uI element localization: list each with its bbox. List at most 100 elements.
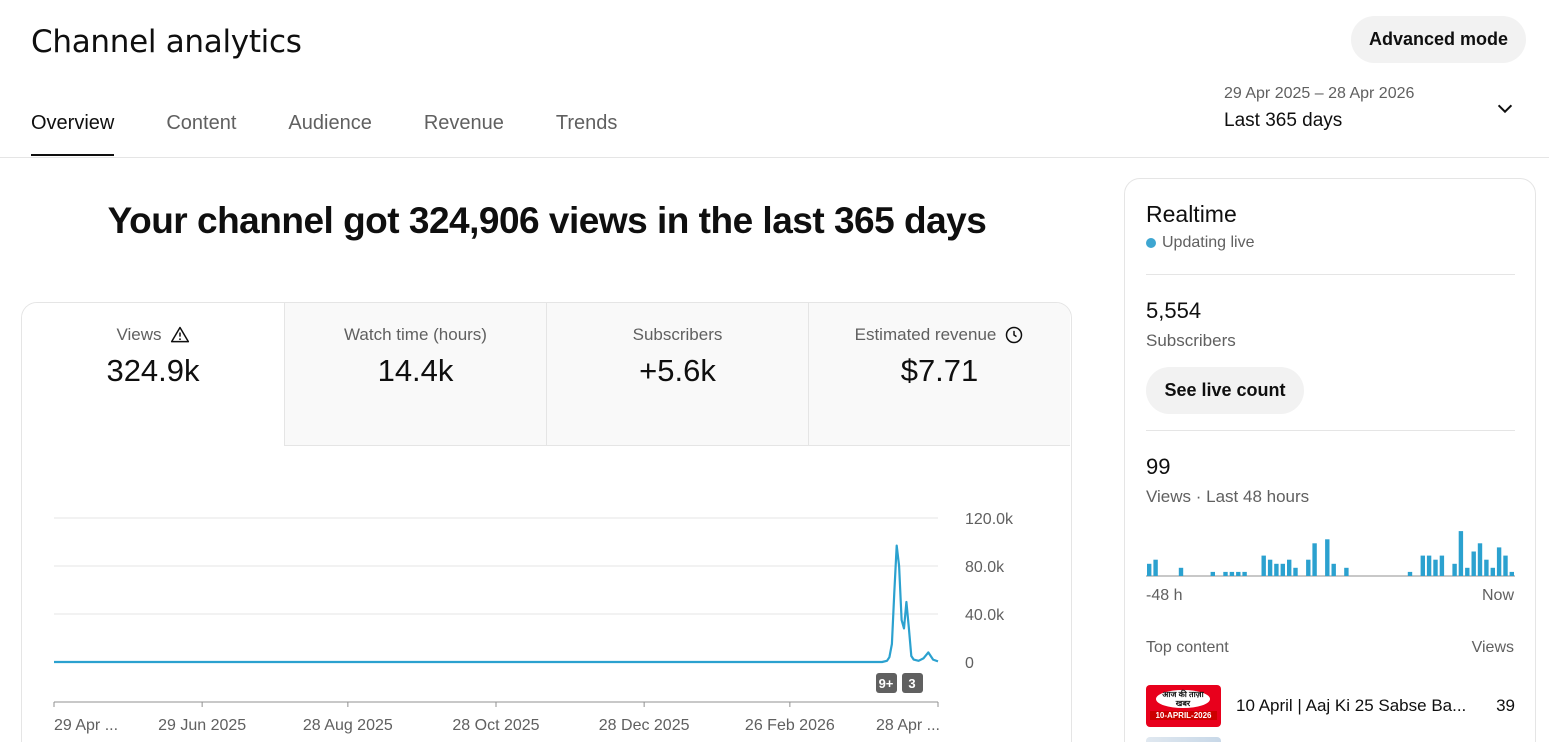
y-tick-label: 40.0k	[965, 607, 1005, 624]
x-tick-label: 26 Feb 2026	[745, 717, 835, 734]
metric-label: Estimated revenue	[854, 325, 997, 344]
mini-axis-end: Now	[1481, 587, 1514, 604]
hourly-views-bar	[1433, 559, 1438, 576]
marker-label: 9+	[879, 676, 894, 691]
x-tick-label: 28 Dec 2025	[599, 717, 690, 734]
tab-content[interactable]: Content	[166, 112, 237, 134]
hourly-views-bar	[1344, 567, 1349, 576]
hourly-views-bar	[1477, 543, 1483, 576]
metric-watch-time[interactable]: Watch time (hours) 14.4k	[284, 303, 546, 446]
hourly-views-bar	[1280, 563, 1285, 577]
hourly-views-bar	[1458, 531, 1464, 576]
tab-trends[interactable]: Trends	[555, 112, 618, 134]
realtime-subscribers-label: Subscribers	[1146, 331, 1236, 350]
top-content-title: 10 April | Aaj Ki 25 Sabse Ba...	[1236, 696, 1467, 715]
realtime-status: Updating live	[1162, 234, 1255, 251]
metric-label: Views	[116, 325, 162, 344]
top-content-views-heading: Views	[1471, 639, 1514, 656]
hourly-views-bar	[1223, 571, 1228, 576]
metric-views[interactable]: Views 324.9k	[22, 303, 284, 446]
views-series-line	[54, 544, 939, 664]
clock-icon	[1006, 326, 1023, 344]
realtime-title: Realtime	[1146, 201, 1237, 227]
metric-revenue[interactable]: Estimated revenue $7.71	[808, 303, 1070, 446]
hourly-views-bar	[1426, 555, 1432, 576]
metric-value: $7.71	[900, 353, 979, 388]
realtime-views-value: 99	[1146, 454, 1171, 479]
hourly-views-bar	[1229, 571, 1235, 576]
metric-value: 14.4k	[377, 353, 454, 388]
hourly-views-bar	[1147, 563, 1152, 577]
thumbnail-text: आज की ताज़ा	[1162, 690, 1204, 699]
tab-overview[interactable]: Overview	[31, 100, 115, 157]
video-thumbnail: आज की ताज़ा खबर 10-APRIL-2026	[1146, 685, 1221, 727]
hourly-views-bar	[1471, 551, 1476, 576]
hourly-views-bar	[1153, 559, 1158, 576]
hourly-views-bar	[1236, 571, 1241, 576]
warning-icon	[170, 326, 189, 343]
x-tick-label: 28 Apr ...	[876, 717, 940, 734]
marker-badge	[902, 673, 923, 693]
hourly-views-bar	[1509, 571, 1514, 576]
date-range-picker[interactable]: 29 Apr 2025 – 28 Apr 2026 Last 365 days	[1224, 84, 1524, 136]
hourly-views-bar	[1325, 539, 1330, 577]
see-live-count-button[interactable]: See live count	[1146, 367, 1304, 414]
metric-value: 324.9k	[106, 353, 200, 388]
hourly-views-bar	[1242, 571, 1247, 576]
marker-label: 3	[908, 676, 915, 691]
realtime-bar-chart	[1146, 531, 1515, 577]
hourly-views-bar	[1465, 567, 1470, 576]
hourly-views-bar	[1439, 555, 1445, 576]
tabs-divider	[0, 157, 1549, 158]
top-content-views: 39	[1496, 696, 1515, 715]
hourly-views-bar	[1490, 567, 1495, 576]
metric-label: Watch time (hours)	[344, 325, 487, 344]
top-content-heading: Top content	[1146, 639, 1229, 656]
chevron-down-icon	[1497, 104, 1513, 114]
metric-subscribers[interactable]: Subscribers +5.6k	[546, 303, 808, 446]
y-tick-label: 0	[965, 655, 974, 672]
hourly-views-bar	[1503, 555, 1508, 576]
publish-marker[interactable]: 3	[902, 673, 923, 693]
overview-chart-card: Views 324.9k Watch time (hours) 14.4k Su…	[21, 302, 1072, 742]
tab-revenue[interactable]: Revenue	[423, 112, 504, 134]
video-thumbnail	[1146, 737, 1221, 742]
hourly-views-bar	[1407, 571, 1413, 576]
y-tick-label: 120.0k	[965, 511, 1014, 528]
hourly-views-bar	[1210, 571, 1215, 576]
views-line-chart: 120.0k 80.0k 40.0k 0 29 Apr ... 29 Jun 2025 28…	[53, 511, 1014, 734]
y-tick-label: 80.0k	[965, 559, 1005, 576]
views-headline: Your channel got 324,906 views in the la…	[107, 200, 987, 241]
metric-label: Subscribers	[632, 325, 723, 344]
x-tick-label: 29 Jun 2025	[158, 717, 246, 734]
publish-marker[interactable]: 9+	[876, 673, 897, 693]
divider	[1146, 430, 1515, 431]
realtime-panel: Realtime Updating live 5,554 Subscribers…	[1124, 178, 1536, 742]
date-range-label: Last 365 days	[1224, 110, 1343, 131]
hourly-views-bar	[1496, 547, 1502, 576]
hourly-views-bar	[1452, 563, 1457, 577]
hourly-views-bar	[1274, 563, 1279, 577]
page-title: Channel analytics	[31, 24, 302, 60]
top-content-item[interactable]: आज की ताज़ा खबर 10-APRIL-2026 10 April | …	[1146, 684, 1515, 728]
hourly-views-bar	[1331, 563, 1336, 577]
x-tick-label: 28 Oct 2025	[452, 717, 539, 734]
thumbnail-date: 10-APRIL-2026	[1150, 711, 1217, 720]
realtime-views-label: Views · Last 48 hours	[1146, 487, 1310, 506]
x-tick-label: 29 Apr ...	[54, 717, 118, 734]
thumbnail-text: खबर	[1175, 699, 1191, 708]
hourly-views-bar	[1261, 555, 1266, 576]
hourly-views-bar	[1287, 559, 1292, 576]
advanced-mode-button[interactable]: Advanced mode	[1351, 16, 1526, 63]
hourly-views-bar	[1306, 559, 1311, 576]
tab-audience[interactable]: Audience	[288, 112, 372, 134]
realtime-subscribers-value: 5,554	[1146, 298, 1202, 323]
hourly-views-bar	[1293, 567, 1298, 576]
hourly-views-bar	[1420, 555, 1425, 576]
divider	[1146, 274, 1515, 275]
hourly-views-bar	[1312, 543, 1317, 576]
marker-badge	[876, 673, 897, 693]
metric-value: +5.6k	[639, 353, 716, 388]
x-tick-label: 28 Aug 2025	[303, 717, 393, 734]
date-range-dates: 29 Apr 2025 – 28 Apr 2026	[1224, 85, 1415, 102]
